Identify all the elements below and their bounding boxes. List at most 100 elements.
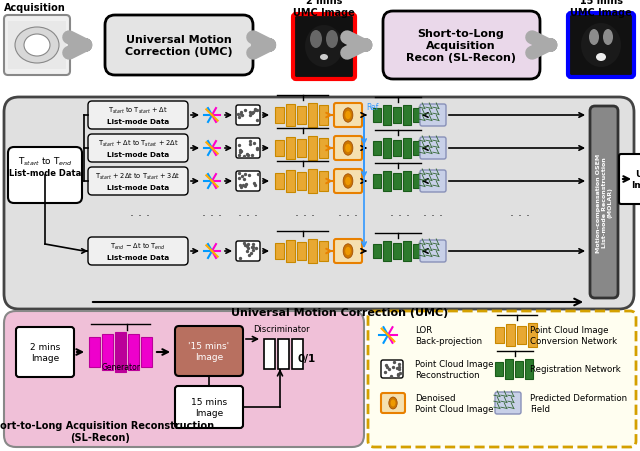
FancyBboxPatch shape	[383, 12, 540, 80]
Point	[242, 152, 252, 159]
Bar	[373, 175, 381, 189]
Point	[236, 147, 246, 154]
Bar	[383, 172, 391, 192]
Point	[243, 248, 253, 255]
Bar	[286, 138, 295, 160]
Bar	[308, 239, 317, 263]
FancyBboxPatch shape	[590, 107, 618, 299]
Point	[234, 170, 244, 177]
Bar	[128, 334, 139, 370]
Point	[247, 244, 257, 251]
Text: · · ·: · · ·	[202, 210, 222, 223]
FancyBboxPatch shape	[368, 311, 636, 447]
Point	[241, 181, 251, 189]
Text: · · ·: · · ·	[130, 210, 150, 223]
Ellipse shape	[305, 26, 343, 68]
Text: 2 mins
Image: 2 mins Image	[30, 343, 60, 362]
Point	[380, 368, 390, 376]
Point	[394, 360, 404, 368]
Point	[245, 109, 255, 116]
Bar	[495, 362, 503, 376]
Point	[252, 117, 262, 124]
Point	[234, 175, 244, 183]
Bar	[286, 170, 295, 193]
Bar	[373, 142, 381, 156]
Point	[248, 240, 258, 248]
Point	[250, 107, 260, 115]
Ellipse shape	[343, 244, 353, 258]
Point	[237, 173, 247, 180]
Point	[238, 182, 248, 189]
FancyBboxPatch shape	[420, 240, 446, 262]
Point	[248, 244, 259, 251]
Bar	[393, 244, 401, 259]
Bar	[393, 174, 401, 189]
Point	[392, 371, 403, 378]
Text: T$_{start}$ to T$_{end}$: T$_{start}$ to T$_{end}$	[17, 156, 72, 168]
Bar	[286, 240, 295, 262]
Point	[244, 252, 254, 259]
Text: '15 mins'
UMC Image: '15 mins' UMC Image	[570, 0, 632, 18]
Bar	[525, 359, 533, 379]
FancyBboxPatch shape	[175, 386, 243, 428]
FancyBboxPatch shape	[495, 392, 521, 414]
Text: · · ·: · · ·	[295, 210, 315, 223]
Text: 2 mins
Acquisition: 2 mins Acquisition	[4, 0, 66, 13]
Text: T$_{end}$ $-$ $\Delta$t to T$_{end}$: T$_{end}$ $-$ $\Delta$t to T$_{end}$	[110, 241, 166, 252]
Text: · · ·: · · ·	[238, 210, 258, 223]
Point	[239, 240, 250, 248]
Point	[240, 171, 250, 179]
Point	[241, 107, 251, 114]
Text: Point Cloud Image
Conversion Network: Point Cloud Image Conversion Network	[530, 326, 617, 345]
Point	[236, 254, 246, 262]
Ellipse shape	[345, 144, 351, 153]
Bar	[403, 241, 411, 262]
Ellipse shape	[345, 111, 351, 120]
Bar	[393, 108, 401, 124]
Text: 15 mins
Image: 15 mins Image	[191, 397, 227, 417]
Ellipse shape	[343, 175, 353, 189]
FancyBboxPatch shape	[236, 139, 260, 159]
Point	[249, 180, 259, 187]
Bar	[308, 104, 317, 128]
Point	[392, 372, 403, 379]
Text: Denoised
Point Cloud Image: Denoised Point Cloud Image	[415, 393, 493, 413]
FancyBboxPatch shape	[334, 239, 362, 263]
Text: UMC
Image: UMC Image	[631, 170, 640, 189]
Ellipse shape	[589, 30, 599, 46]
Point	[241, 243, 252, 250]
Ellipse shape	[15, 28, 59, 64]
Bar	[275, 174, 284, 189]
Ellipse shape	[390, 400, 396, 407]
Text: LOR
Back-projection: LOR Back-projection	[415, 326, 482, 345]
Bar	[515, 361, 523, 377]
Point	[383, 366, 394, 373]
Ellipse shape	[603, 30, 613, 46]
Text: · · ·: · · ·	[510, 210, 530, 223]
FancyBboxPatch shape	[175, 326, 243, 376]
Text: List-mode Data: List-mode Data	[107, 184, 169, 191]
Ellipse shape	[343, 142, 353, 156]
Point	[247, 110, 257, 117]
Ellipse shape	[343, 109, 353, 123]
Bar	[115, 332, 126, 372]
Bar	[403, 106, 411, 126]
Point	[237, 112, 248, 120]
Bar	[275, 244, 284, 259]
Bar	[517, 326, 526, 344]
Bar	[319, 241, 328, 262]
Bar	[403, 172, 411, 192]
Ellipse shape	[326, 31, 338, 49]
Text: T$_{start}$ to T$_{start}$ + $\Delta$t: T$_{start}$ to T$_{start}$ + $\Delta$t	[108, 106, 168, 116]
Bar	[286, 105, 295, 127]
Bar	[413, 244, 421, 258]
Text: Discriminator: Discriminator	[253, 325, 309, 334]
FancyBboxPatch shape	[293, 15, 355, 80]
Point	[245, 141, 255, 148]
Point	[381, 362, 392, 369]
Bar	[297, 243, 306, 260]
FancyBboxPatch shape	[334, 104, 362, 128]
FancyBboxPatch shape	[4, 16, 70, 76]
FancyBboxPatch shape	[381, 393, 405, 413]
Bar	[383, 139, 391, 159]
